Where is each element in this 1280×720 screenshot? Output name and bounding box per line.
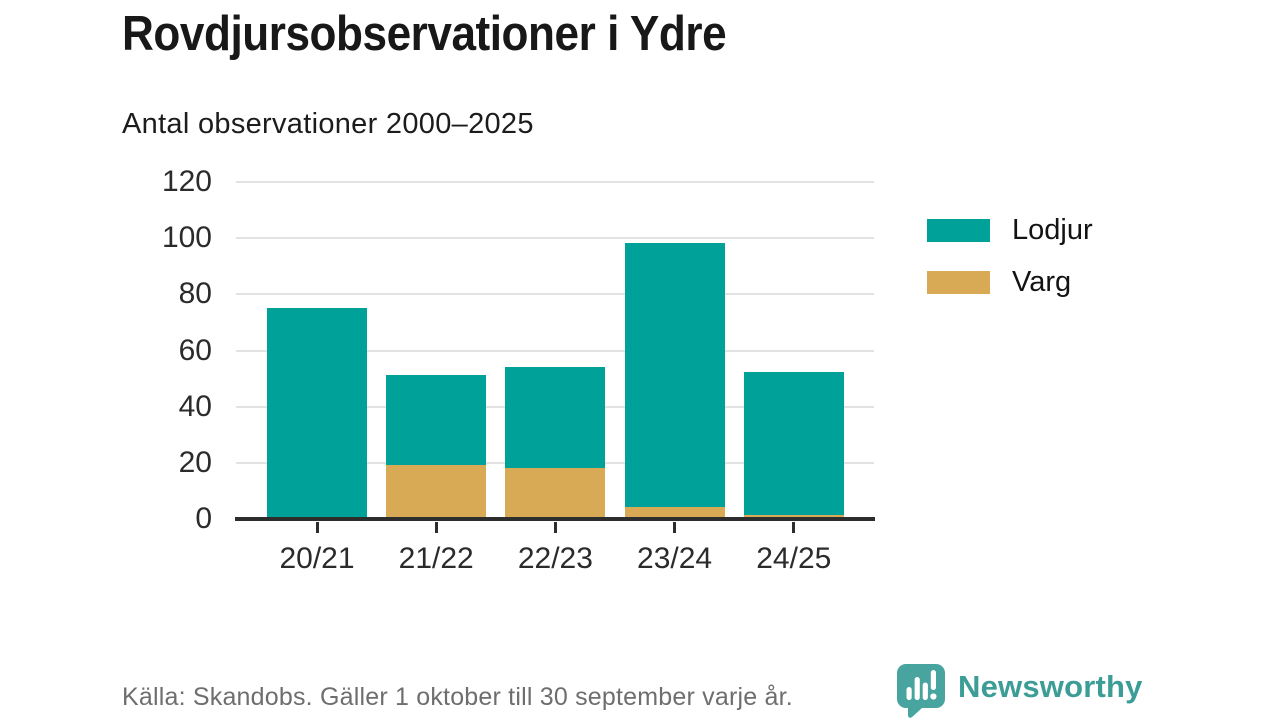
y-axis-label-0: 0 <box>195 502 212 535</box>
x-tick-22/23 <box>553 522 557 533</box>
newsworthy-logo: Newsworthy <box>896 663 1143 718</box>
bar-lodjur-23/24 <box>624 242 725 507</box>
gridline-100 <box>236 237 874 240</box>
x-axis-label-21/22: 21/22 <box>398 542 474 575</box>
x-tick-20/21 <box>315 522 319 533</box>
x-tick-24/25 <box>792 522 796 533</box>
legend-swatch-varg <box>927 271 990 294</box>
chart-legend: Lodjur Varg <box>927 216 1093 320</box>
y-axis-label-60: 60 <box>178 333 212 367</box>
x-axis-label-20/21: 20/21 <box>279 542 355 575</box>
page-title: Rovdjursobservationer i Ydre <box>122 7 727 61</box>
x-axis-label-23/24: 23/24 <box>637 542 713 575</box>
bar-lodjur-21/22 <box>386 374 487 465</box>
gridline-60 <box>236 349 874 352</box>
legend-swatch-lodjur <box>927 219 990 242</box>
legend-label-varg: Varg <box>1012 266 1072 298</box>
y-axis-label-100: 100 <box>161 221 212 255</box>
y-axis-label-20: 20 <box>178 445 212 479</box>
legend-item-lodjur: Lodjur <box>927 216 1093 245</box>
legend-item-varg: Varg <box>927 268 1093 297</box>
source-note: Källa: Skandobs. Gäller 1 oktober till 3… <box>122 683 793 711</box>
x-tick-23/24 <box>673 522 677 533</box>
bar-varg-22/23 <box>505 467 606 521</box>
newsworthy-wordmark: Newsworthy <box>958 668 1143 704</box>
bar-varg-21/22 <box>386 464 487 521</box>
speech-bubble-bar-chart-icon <box>897 664 945 718</box>
x-axis-label-22/23: 22/23 <box>517 542 593 575</box>
gridline-120 <box>236 181 874 183</box>
bar-lodjur-20/21 <box>267 307 367 519</box>
legend-label-lodjur: Lodjur <box>1012 214 1093 246</box>
y-axis-label-40: 40 <box>178 389 212 423</box>
bar-lodjur-22/23 <box>505 366 606 468</box>
gridline-80 <box>236 293 874 296</box>
y-axis-label-80: 80 <box>178 277 212 311</box>
x-tick-21/22 <box>434 522 438 533</box>
bar-lodjur-24/25 <box>743 372 844 516</box>
chart-subtitle: Antal observationer 2000–2025 <box>122 108 534 140</box>
x-axis-label-24/25: 24/25 <box>756 542 832 575</box>
x-axis-line <box>235 517 875 521</box>
y-axis-label-120: 120 <box>161 165 212 198</box>
